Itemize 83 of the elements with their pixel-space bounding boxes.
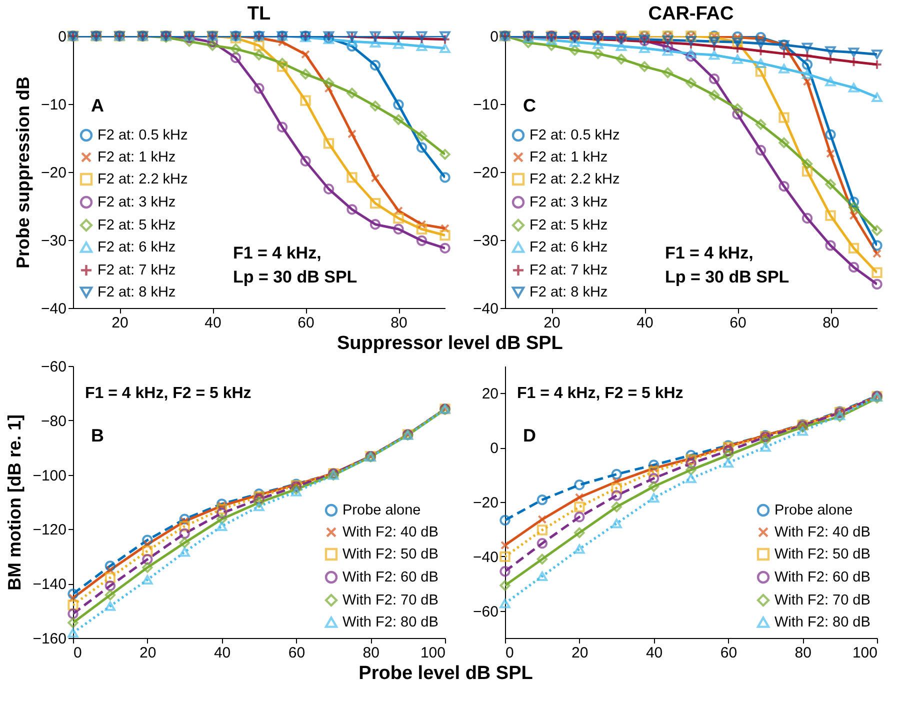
legend-label: F2 at: 7 kHz bbox=[530, 262, 608, 278]
x-tick-label: 0 bbox=[74, 644, 82, 662]
y-axis-title: BM motion [dB re. 1] bbox=[4, 414, 25, 590]
y-tick-label: −40 bbox=[41, 300, 66, 318]
annotation: A bbox=[91, 96, 104, 116]
y-tick-label: −10 bbox=[41, 96, 66, 114]
x-tick-label: 60 bbox=[730, 314, 746, 332]
y-tick-label: −20 bbox=[473, 164, 498, 182]
x-tick-label: 20 bbox=[572, 644, 588, 662]
legend-label: F2 at: 1 kHz bbox=[530, 149, 608, 166]
x-tick-label: 20 bbox=[544, 314, 560, 332]
legend-label: F2 at: 2.2 kHz bbox=[530, 171, 620, 188]
y-tick-label: −160 bbox=[32, 630, 66, 648]
y-tick-label: −60 bbox=[473, 603, 498, 620]
legend-label: F2 at: 5 kHz bbox=[530, 217, 608, 234]
legend-label: F2 at: 2.2 kHz bbox=[98, 171, 188, 188]
annotation: B bbox=[91, 426, 104, 446]
x-tick-label: 100 bbox=[852, 644, 878, 662]
legend-label: With F2: 60 dB bbox=[774, 569, 870, 586]
legend-label: With F2: 50 dB bbox=[342, 546, 438, 562]
x-tick-label: 80 bbox=[822, 314, 840, 332]
legend-label: Probe alone bbox=[342, 502, 421, 518]
legend-label: With F2: 60 dB bbox=[342, 569, 438, 586]
legend-label: F2 at: 3 kHz bbox=[98, 194, 176, 210]
x-tick-label: 60 bbox=[720, 644, 738, 662]
legend-label: F2 at: 0.5 kHz bbox=[530, 127, 620, 144]
legend-label: With F2: 40 dB bbox=[774, 524, 870, 540]
x-tick-label: 80 bbox=[794, 644, 812, 662]
y-tick-label: −30 bbox=[473, 232, 498, 250]
x-tick-label: 80 bbox=[390, 314, 408, 332]
x-axis-title: Suppressor level dB SPL bbox=[336, 333, 564, 354]
legend-label: With F2: 50 dB bbox=[774, 546, 870, 562]
annotation: D bbox=[523, 426, 536, 446]
y-tick-label: −80 bbox=[41, 412, 66, 430]
legend-label: With F2: 40 dB bbox=[342, 524, 438, 540]
y-tick-label: −30 bbox=[41, 232, 66, 250]
x-tick-label: 0 bbox=[506, 644, 514, 662]
legend-label: Probe alone bbox=[774, 502, 853, 518]
legend-label: F2 at: 8 kHz bbox=[530, 284, 608, 300]
x-tick-label: 40 bbox=[636, 314, 654, 332]
x-tick-label: 80 bbox=[362, 644, 380, 662]
legend-label: With F2: 70 dB bbox=[774, 592, 870, 608]
annotation: F1 = 4 kHz, F2 = 5 kHz bbox=[85, 385, 252, 402]
legend-label: F2 at: 7 kHz bbox=[98, 262, 176, 278]
annotation: C bbox=[523, 96, 536, 116]
y-tick-label: −120 bbox=[32, 522, 66, 539]
annotation: F1 = 4 kHz, Lp = 30 dB SPL bbox=[232, 244, 358, 287]
y-tick-label: −20 bbox=[473, 494, 498, 512]
legend-label: F2 at: 3 kHz bbox=[530, 194, 608, 210]
legend-label: F2 at: 6 kHz bbox=[98, 239, 176, 256]
x-tick-label: 40 bbox=[204, 314, 222, 332]
y-tick-label: −10 bbox=[473, 96, 498, 114]
y-tick-label: 0 bbox=[58, 28, 66, 46]
legend-label: F2 at: 8 kHz bbox=[98, 284, 176, 300]
legend-label: With F2: 70 dB bbox=[342, 592, 438, 608]
x-tick-label: 60 bbox=[288, 644, 306, 662]
y-tick-label: −20 bbox=[41, 164, 66, 182]
x-axis-title: Probe level dB SPL bbox=[358, 663, 534, 684]
x-tick-label: 20 bbox=[112, 314, 128, 332]
legend-label: F2 at: 0.5 kHz bbox=[98, 127, 188, 144]
annotation: F1 = 4 kHz, Lp = 30 dB SPL bbox=[664, 244, 790, 287]
x-tick-label: 20 bbox=[140, 644, 156, 662]
legend-label: F2 at: 1 kHz bbox=[98, 149, 176, 166]
y-tick-label: −40 bbox=[473, 300, 498, 318]
y-tick-label: −60 bbox=[41, 358, 66, 376]
y-tick-label: 0 bbox=[490, 28, 498, 46]
y-axis-title: Probe suppression dB bbox=[13, 76, 34, 269]
annotation: F1 = 4 kHz, F2 = 5 kHz bbox=[517, 385, 684, 402]
y-tick-label: −140 bbox=[32, 576, 66, 594]
chart-title: TL bbox=[247, 4, 271, 25]
x-tick-label: 40 bbox=[214, 644, 231, 662]
y-tick-label: 0 bbox=[490, 440, 498, 458]
chart-title: CAR-FAC bbox=[648, 4, 734, 25]
legend-label: F2 at: 5 kHz bbox=[98, 217, 176, 234]
legend-label: F2 at: 6 kHz bbox=[530, 239, 608, 256]
x-tick-label: 100 bbox=[420, 644, 446, 662]
x-tick-label: 40 bbox=[646, 644, 663, 662]
x-tick-label: 60 bbox=[298, 314, 314, 332]
y-tick-label: −40 bbox=[473, 548, 498, 566]
legend-label: With F2: 80 dB bbox=[342, 614, 438, 630]
y-tick-label: 20 bbox=[482, 386, 498, 403]
legend-label: With F2: 80 dB bbox=[774, 614, 870, 630]
y-tick-label: −100 bbox=[32, 467, 66, 484]
